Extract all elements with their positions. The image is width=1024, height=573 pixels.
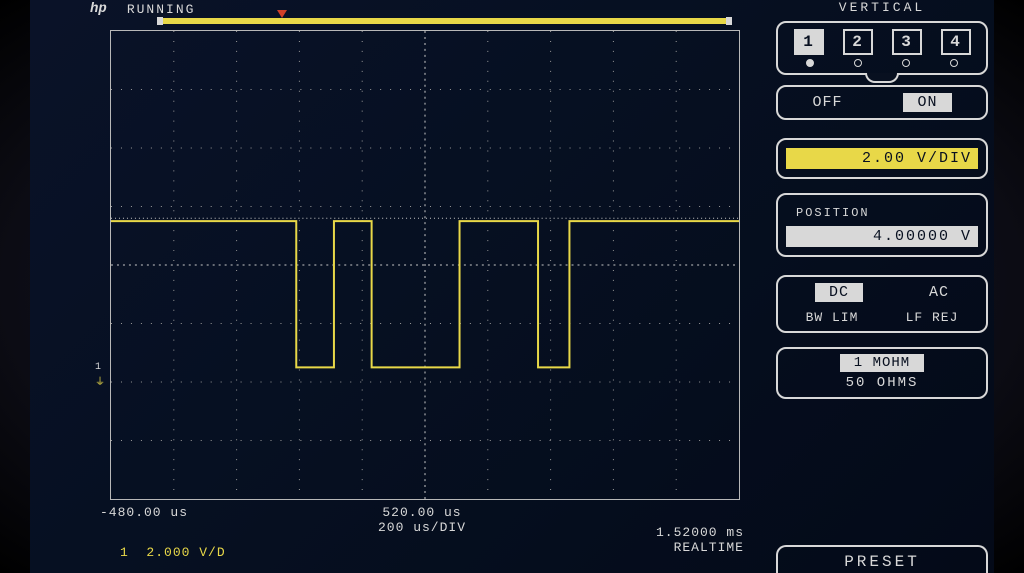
timebase-overview-bar [160, 18, 729, 24]
impedance-panel: 1 MOHM 50 OHMS [776, 347, 988, 399]
vertical-menu: VERTICAL 1234 OFF ON 2.00 V/DIV POSITION… [776, 0, 994, 573]
position-panel[interactable]: POSITION 4.00000 V [776, 193, 988, 257]
menu-title: VERTICAL [776, 0, 988, 17]
time-right: 1.52000 ms [656, 525, 744, 540]
dc-button[interactable]: DC [815, 283, 863, 302]
channel-4-indicator-icon [950, 59, 958, 67]
panel-connector-icon [776, 77, 988, 83]
lfrej-button[interactable]: LF REJ [906, 310, 959, 325]
ac-button[interactable]: AC [929, 284, 949, 301]
coupling-panel: DC AC BW LIM LF REJ [776, 275, 988, 333]
position-title: POSITION [792, 206, 874, 220]
time-left: -480.00 us [100, 505, 188, 520]
position-value: 4.00000 V [786, 226, 978, 247]
channel-2-indicator-icon [854, 59, 862, 67]
impedance-1m-button[interactable]: 1 MOHM [840, 354, 924, 372]
on-button[interactable]: ON [903, 93, 951, 112]
bwlim-button[interactable]: BW LIM [806, 310, 859, 325]
channel-4-button[interactable]: 4 [941, 29, 971, 55]
channel-select-panel: 1234 [776, 21, 988, 75]
channel-3-button[interactable]: 3 [892, 29, 922, 55]
run-state: RUNNING [127, 2, 196, 17]
channel-1-indicator-icon [806, 59, 814, 67]
waveform-graticule: 1⏚ [110, 30, 740, 500]
channel-1-button[interactable]: 1 [794, 29, 824, 55]
time-center: 520.00 us [378, 505, 466, 520]
off-button[interactable]: OFF [812, 94, 842, 111]
vdiv-value: 2.00 V/DIV [786, 148, 978, 169]
preset-button[interactable]: PRESET [776, 545, 988, 573]
impedance-50-button[interactable]: 50 OHMS [786, 375, 978, 391]
channel-vdiv-readout: 1 2.000 V/D [120, 545, 226, 560]
status-bar: hp RUNNING [90, 0, 754, 18]
channel-3-indicator-icon [902, 59, 910, 67]
time-scale: 200 us/DIV [378, 520, 466, 535]
channel-onoff-panel: OFF ON [776, 85, 988, 120]
hp-logo: hp [90, 1, 107, 17]
vdiv-panel[interactable]: 2.00 V/DIV [776, 138, 988, 179]
ground-marker-icon: 1⏚ [95, 362, 105, 389]
trigger-marker-icon [277, 10, 287, 18]
time-mode: REALTIME [656, 540, 744, 555]
channel-2-button[interactable]: 2 [843, 29, 873, 55]
timebase-readout: -480.00 us 520.00 us 200 us/DIV 1.52000 … [100, 505, 744, 565]
graticule-svg [111, 31, 739, 499]
